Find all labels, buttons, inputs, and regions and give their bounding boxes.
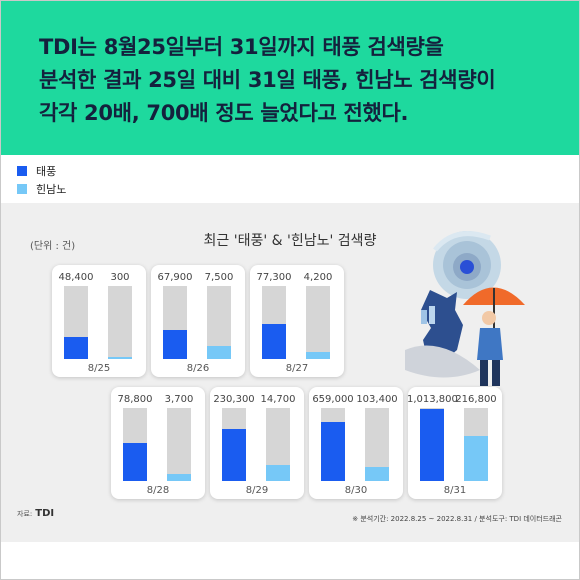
bar-hinnamnor — [266, 464, 290, 481]
legend-swatch-hinnamnor — [17, 184, 27, 194]
bar-track-typhoon — [123, 408, 147, 481]
data-label-typhoon: 48,400 — [58, 272, 94, 283]
date-label: 8/29 — [245, 485, 269, 496]
bar-track-hinnamnor — [266, 408, 290, 481]
bar-typhoon — [163, 329, 187, 359]
bar-typhoon — [222, 429, 246, 481]
chart-legend: 태풍 힌남노 — [0, 155, 580, 203]
bar-track-hinnamnor — [108, 286, 132, 359]
bar-hinnamnor — [306, 351, 330, 359]
umbrella-icon — [463, 287, 525, 330]
analysis-note: ※ 분석기간: 2022.8.25 ~ 2022.8.31 / 분석도구: TD… — [352, 515, 562, 523]
bar-track-hinnamnor — [306, 286, 330, 359]
man-figure-icon — [477, 311, 503, 386]
legend-swatch-typhoon — [17, 166, 27, 176]
legend-label-typhoon: 태풍 — [36, 165, 57, 178]
data-label-hinnamnor: 300 — [110, 272, 130, 283]
headline-banner: TDI는 8월25일부터 31일까지 태풍 검색량을 분석한 결과 25일 대비… — [0, 0, 580, 155]
unit-label: (단위 : 건) — [30, 241, 76, 252]
data-label-hinnamnor: 14,700 — [260, 394, 296, 405]
bar-track-hinnamnor — [207, 286, 231, 359]
bar-typhoon — [64, 337, 88, 359]
bar-track-typhoon — [321, 408, 345, 481]
bar-track-hinnamnor — [365, 408, 389, 481]
bar-track-typhoon — [163, 286, 187, 359]
date-label: 8/31 — [443, 485, 467, 496]
date-label: 8/30 — [344, 485, 368, 496]
data-label-typhoon: 78,800 — [117, 394, 153, 405]
headline-line-1: TDI는 8월25일부터 31일까지 태풍 검색량을 — [39, 35, 444, 59]
bar-track-typhoon — [64, 286, 88, 359]
chart-card-8-31: 1,013,800 216,800 8/31 — [407, 387, 502, 499]
chart-card-8-27: 77,300 4,200 8/27 — [250, 265, 344, 377]
bar-hinnamnor — [167, 474, 191, 481]
date-label: 8/27 — [285, 363, 309, 374]
bar-typhoon — [321, 421, 345, 481]
legend-item-hinnamnor: 힌남노 — [17, 181, 66, 197]
data-label-typhoon: 77,300 — [256, 272, 292, 283]
data-label-typhoon: 230,300 — [213, 394, 255, 405]
chart-card-8-25: 48,400 300 8/25 — [52, 265, 146, 377]
bar-typhoon — [420, 408, 444, 481]
typhoon-swirl-icon — [433, 231, 501, 299]
data-label-hinnamnor: 7,500 — [204, 272, 234, 283]
source: 자료: TDI — [17, 508, 54, 519]
bar-track-typhoon — [262, 286, 286, 359]
bar-hinnamnor — [464, 436, 488, 481]
data-label-hinnamnor: 216,800 — [455, 394, 497, 405]
data-label-hinnamnor: 4,200 — [303, 272, 333, 283]
legend-label-hinnamnor: 힌남노 — [36, 183, 67, 196]
data-label-hinnamnor: 103,400 — [356, 394, 398, 405]
bar-track-typhoon — [222, 408, 246, 481]
bar-hinnamnor — [108, 356, 132, 359]
footer-space — [0, 542, 580, 580]
chart-card-8-26: 67,900 7,500 8/26 — [151, 265, 245, 377]
date-label: 8/25 — [87, 363, 111, 374]
bar-track-hinnamnor — [464, 408, 488, 481]
bar-track-hinnamnor — [167, 408, 191, 481]
headline-line-2: 분석한 결과 25일 대비 31일 태풍, 힌남노 검색량이 — [39, 68, 496, 92]
date-label: 8/28 — [146, 485, 170, 496]
bar-track-typhoon — [420, 408, 444, 481]
data-label-typhoon: 67,900 — [157, 272, 193, 283]
umbrella-man-illustration — [405, 231, 525, 386]
bar-hinnamnor — [365, 467, 389, 481]
data-label-typhoon: 1,013,800 — [407, 394, 458, 405]
data-label-typhoon: 659,000 — [312, 394, 354, 405]
tdi-logo: TDI — [35, 508, 55, 519]
bar-hinnamnor — [207, 345, 231, 359]
source-label: 자료: — [17, 509, 33, 518]
chart-title: 최근 '태풍' & '힌남노' 검색량 — [203, 233, 377, 249]
bar-typhoon — [123, 443, 147, 481]
legend-item-typhoon: 태풍 — [17, 163, 56, 179]
korea-map-icon — [405, 290, 480, 378]
headline-line-3: 각각 20배, 700배 정도 늘었다고 전했다. — [39, 101, 409, 125]
chart-card-8-30: 659,000 103,400 8/30 — [309, 387, 403, 499]
chart-card-8-28: 78,800 3,700 8/28 — [111, 387, 205, 499]
date-label: 8/26 — [186, 363, 210, 374]
chart-card-8-29: 230,300 14,700 8/29 — [210, 387, 304, 499]
data-label-hinnamnor: 3,700 — [164, 394, 194, 405]
bar-typhoon — [262, 323, 286, 359]
